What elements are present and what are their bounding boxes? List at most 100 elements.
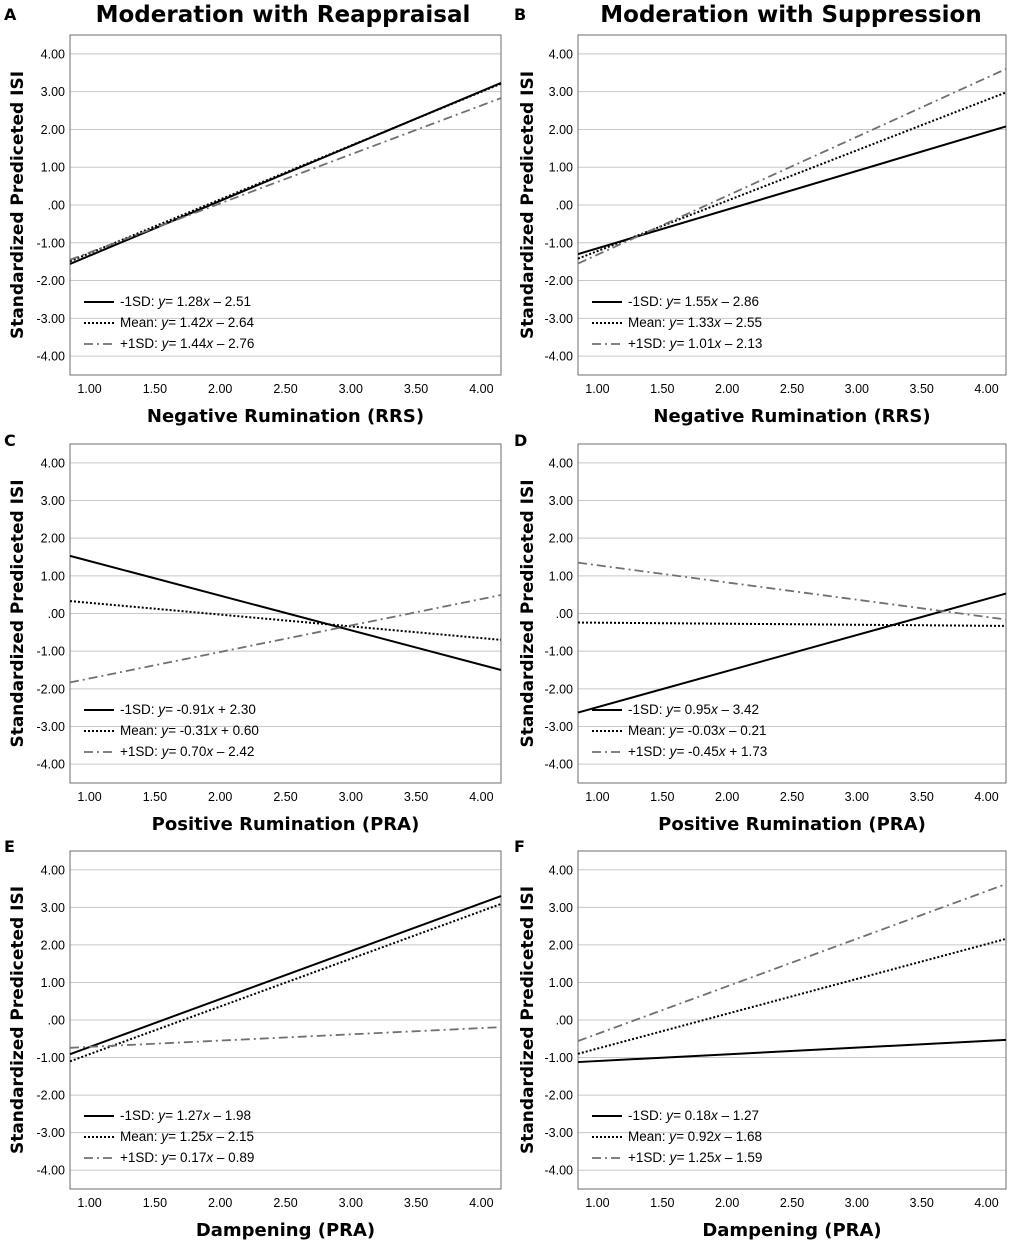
panel-a: A 4.00 3.00 2.00 1.00 .00 -1.00 -2.00 -3.00 -4.00… bbox=[4, 5, 502, 427]
x-tick-label: 4.00 bbox=[974, 790, 998, 804]
plot-frame bbox=[69, 443, 502, 784]
x-tick-label: 2.50 bbox=[273, 1196, 297, 1210]
legend-entry: -1SD: y= -0.91x + 2.30 bbox=[120, 702, 256, 717]
y-tick-label: -1.00 bbox=[37, 236, 66, 250]
legend-entry: -1SD: y= 1.55x – 2.86 bbox=[628, 294, 759, 309]
y-tick-label: -4.00 bbox=[545, 1164, 574, 1178]
y-axis-label: Standardized Prediceted ISI bbox=[518, 886, 538, 1154]
column-title-suppression: Moderation with Suppression bbox=[600, 2, 981, 28]
panel-f: F 4.00 3.00 2.00 1.00 .00 -1.00 -2.00 -3.00 -4.00… bbox=[514, 837, 1007, 1241]
y-tick-label: 3.00 bbox=[41, 901, 65, 915]
y-tick-label: -1.00 bbox=[37, 1051, 66, 1065]
y-tick-label: 2.00 bbox=[41, 938, 65, 952]
legend-entry: -1SD: y= 0.18x – 1.27 bbox=[628, 1108, 759, 1123]
x-tick-label: 2.00 bbox=[208, 790, 232, 804]
y-tick-label: -4.00 bbox=[37, 1164, 66, 1178]
legend-entry: Mean: y= 1.33x – 2.55 bbox=[628, 315, 762, 330]
series-line-minus1sd bbox=[69, 554, 502, 671]
x-tick-label: 1.00 bbox=[77, 382, 101, 396]
y-tick-label: 4.00 bbox=[549, 47, 573, 61]
legend-entry: -1SD: y= 1.28x – 2.51 bbox=[120, 294, 251, 309]
x-tick-label: 3.50 bbox=[910, 1196, 934, 1210]
y-tick-label: 4.00 bbox=[41, 863, 65, 877]
x-tick-label: 2.50 bbox=[273, 790, 297, 804]
y-tick-label: .00 bbox=[48, 607, 65, 621]
y-tick-label: 1.00 bbox=[549, 161, 573, 175]
x-tick-label: 3.00 bbox=[845, 382, 869, 396]
x-tick-label: 4.00 bbox=[469, 382, 493, 396]
x-axis-label: Negative Rumination (RRS) bbox=[147, 406, 424, 427]
legend-entry: +1SD: y= 0.17x – 0.89 bbox=[120, 1150, 254, 1165]
x-tick-label: 3.50 bbox=[404, 382, 428, 396]
y-tick-label: 2.00 bbox=[41, 532, 65, 546]
series-line-minus1sd bbox=[577, 592, 1007, 714]
y-tick-label: -2.00 bbox=[545, 682, 574, 696]
x-axis-label: Dampening (PRA) bbox=[702, 1220, 881, 1241]
x-tick-label: 2.50 bbox=[273, 382, 297, 396]
series-line-plus1sd bbox=[69, 594, 502, 684]
x-tick-label: 1.50 bbox=[650, 790, 674, 804]
column-title-reappraisal: Moderation with Reappraisal bbox=[96, 2, 471, 28]
x-tick-label: 3.50 bbox=[910, 382, 934, 396]
y-tick-label: 4.00 bbox=[41, 456, 65, 470]
y-tick-label: -3.00 bbox=[545, 1126, 574, 1140]
series-line-minus1sd bbox=[69, 895, 502, 1056]
panel-e: E 4.00 3.00 2.00 1.00 .00 -1.00 -2.00 -3.00 -4.00… bbox=[4, 837, 502, 1241]
plot-frame bbox=[577, 443, 1007, 784]
x-axis-label: Positive Rumination (PRA) bbox=[658, 814, 926, 835]
y-tick-label: 3.00 bbox=[549, 85, 573, 99]
y-axis-label: Standardized Prediceted ISI bbox=[518, 479, 538, 747]
y-tick-label: -2.00 bbox=[37, 1089, 66, 1103]
y-tick-label: 3.00 bbox=[41, 85, 65, 99]
y-tick-label: 3.00 bbox=[41, 494, 65, 508]
series-line-mean bbox=[69, 82, 502, 263]
panel-d: D 4.00 3.00 2.00 1.00 .00 -1.00 -2.00 -3.00 -4.00… bbox=[514, 431, 1007, 835]
x-axis-label: Negative Rumination (RRS) bbox=[653, 406, 930, 427]
y-tick-label: -4.00 bbox=[545, 350, 574, 364]
legend-entry: Mean: y= 1.25x – 2.15 bbox=[120, 1129, 254, 1144]
x-tick-label: 3.00 bbox=[845, 1196, 869, 1210]
series-line-minus1sd bbox=[577, 1038, 1007, 1064]
x-tick-label: 1.50 bbox=[143, 382, 167, 396]
y-tick-label: -2.00 bbox=[37, 682, 66, 696]
y-tick-label: -3.00 bbox=[545, 312, 574, 326]
plot-frame bbox=[577, 850, 1007, 1190]
x-tick-label: 2.00 bbox=[208, 382, 232, 396]
x-tick-label: 3.00 bbox=[339, 790, 363, 804]
x-tick-label: 3.00 bbox=[339, 1196, 363, 1210]
x-tick-label: 1.50 bbox=[650, 382, 674, 396]
y-axis-label: Standardized Prediceted ISI bbox=[8, 479, 28, 747]
y-tick-label: 1.00 bbox=[549, 976, 573, 990]
x-tick-label: 4.00 bbox=[469, 790, 493, 804]
y-tick-label: -1.00 bbox=[37, 645, 66, 659]
panel-letter-f: F bbox=[514, 837, 525, 856]
y-tick-label: -4.00 bbox=[37, 758, 66, 772]
x-tick-label: 3.50 bbox=[404, 1196, 428, 1210]
y-tick-label: -3.00 bbox=[545, 720, 574, 734]
series-line-minus1sd bbox=[577, 125, 1007, 256]
panel-letter-a: A bbox=[4, 5, 17, 24]
x-tick-label: 1.00 bbox=[77, 1196, 101, 1210]
y-tick-label: -1.00 bbox=[545, 645, 574, 659]
x-tick-label: 2.00 bbox=[715, 790, 739, 804]
y-tick-label: -2.00 bbox=[545, 1089, 574, 1103]
y-tick-label: .00 bbox=[48, 1014, 65, 1028]
y-tick-label: 2.00 bbox=[549, 938, 573, 952]
plot-frame bbox=[69, 34, 502, 376]
legend-entry: Mean: y= -0.03x – 0.21 bbox=[628, 723, 767, 738]
series-line-plus1sd bbox=[577, 561, 1007, 621]
x-tick-label: 3.00 bbox=[339, 382, 363, 396]
y-tick-label: -1.00 bbox=[545, 1051, 574, 1065]
x-tick-label: 3.50 bbox=[404, 790, 428, 804]
x-tick-label: 2.00 bbox=[208, 1196, 232, 1210]
panel-b: B 4.00 3.00 2.00 1.00 .00 -1.00 -2.00 -3.00 -4.00… bbox=[514, 5, 1007, 427]
y-tick-label: 1.00 bbox=[41, 161, 65, 175]
y-tick-label: 4.00 bbox=[549, 456, 573, 470]
y-tick-label: 2.00 bbox=[549, 532, 573, 546]
panel-letter-b: B bbox=[514, 5, 526, 24]
x-axis-label: Dampening (PRA) bbox=[196, 1220, 375, 1241]
y-tick-label: .00 bbox=[556, 1014, 573, 1028]
x-tick-label: 3.50 bbox=[910, 790, 934, 804]
legend-entry: -1SD: y= 0.95x – 3.42 bbox=[628, 702, 759, 717]
